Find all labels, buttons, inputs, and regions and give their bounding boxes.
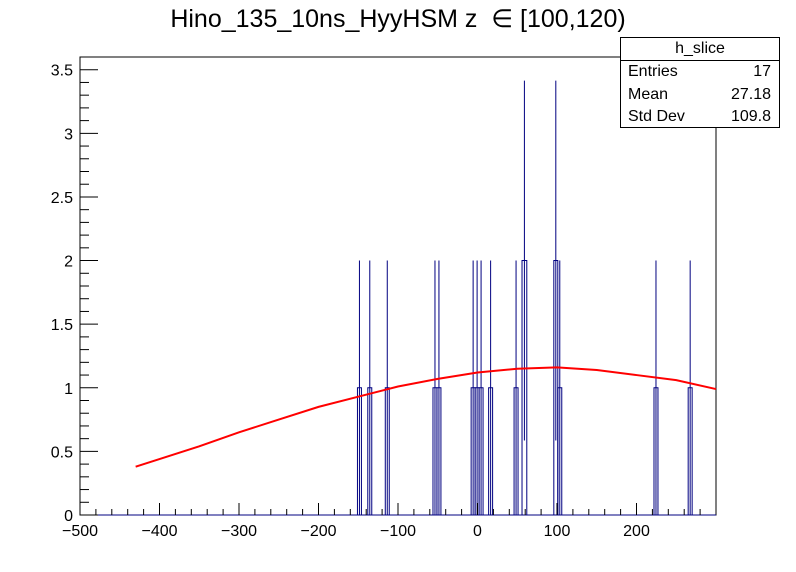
y-tick-label: 3 [64,126,73,143]
y-tick-label: 2 [64,254,73,271]
x-tick-label: −100 [380,523,416,540]
stats-box-name: h_slice [621,38,779,61]
stats-stddev-label: Std Dev [628,108,685,125]
y-tick-label: 0 [64,508,73,525]
x-tick-label: −400 [141,523,177,540]
stats-entries-label: Entries [628,63,678,80]
x-tick-label: −300 [221,523,257,540]
stats-stddev-value: 109.8 [730,108,771,125]
x-tick-label: 0 [473,523,482,540]
stats-mean-label: Mean [628,85,669,103]
y-tick-label: 1 [64,381,73,398]
stats-entries-row: Entries 17 [621,61,779,84]
stats-entries-value: 17 [753,63,771,80]
x-tick-label: −500 [62,523,98,540]
chart-title: Hino_135_10ns_HyyHSM z ∈ [100,120) [170,5,626,33]
stats-box: h_slice Entries 17 Mean 27.18 Std Dev 10… [620,37,780,128]
y-tick-label: 0.5 [51,444,73,461]
x-tick-label: 200 [623,523,650,540]
stats-stddev-row: Std Dev 109.8 [621,106,779,129]
y-tick-label: 3.5 [51,63,73,80]
y-tick-label: 1.5 [51,317,73,334]
x-tick-label: 100 [544,523,571,540]
stats-mean-row: Mean 27.18 [621,84,779,107]
stats-mean-value: 27.18 [730,85,771,103]
fit-curve [135,366,717,468]
y-tick-label: 2.5 [51,190,73,207]
x-tick-label: −200 [300,523,336,540]
